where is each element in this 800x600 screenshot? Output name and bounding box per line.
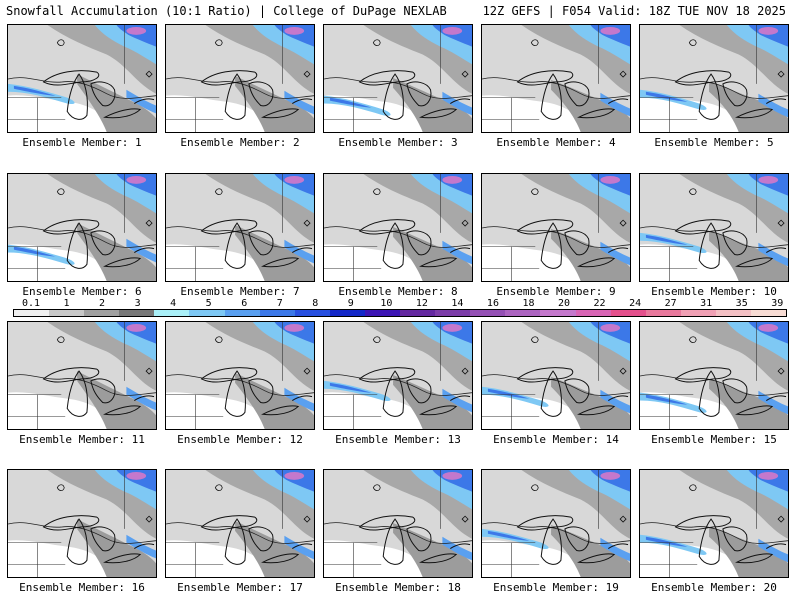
colorbar-swatch: [224, 310, 260, 316]
colorbar-swatch: [364, 310, 401, 316]
ensemble-member-map: [323, 321, 473, 430]
colorbar-tick-label: 24: [629, 298, 642, 309]
ensemble-member-map: [7, 24, 157, 133]
colorbar-tick-label: 1: [63, 298, 70, 309]
colorbar-swatch: [294, 310, 330, 316]
colorbar-swatch: [610, 310, 646, 316]
colorbar-tick-label: 6: [241, 298, 248, 309]
ensemble-member-label: Ensemble Member: 6: [22, 285, 142, 298]
ensemble-member-label: Ensemble Member: 1: [22, 136, 142, 149]
ensemble-member-map: [639, 24, 789, 133]
colorbar-tick-label: 31: [700, 298, 713, 309]
colorbar-swatch: [154, 310, 190, 316]
ensemble-member-map: [165, 173, 315, 282]
ensemble-member-label: Ensemble Member: 11: [19, 433, 145, 446]
colorbar-tick-label: 0.1: [21, 298, 41, 309]
ensemble-member-map: [165, 24, 315, 133]
ensemble-member-map: [481, 173, 631, 282]
ensemble-member-label: Ensemble Member: 9: [496, 285, 616, 298]
ensemble-member-label: Ensemble Member: 19: [493, 581, 619, 594]
ensemble-member-label: Ensemble Member: 16: [19, 581, 145, 594]
ensemble-member-map: [7, 321, 157, 430]
colorbar-swatch: [259, 310, 295, 316]
ensemble-member-map: [7, 469, 157, 578]
colorbar-tick-label: 3: [134, 298, 141, 309]
ensemble-member-label: Ensemble Member: 18: [335, 581, 461, 594]
chart-title: Snowfall Accumulation (10:1 Ratio) | Col…: [6, 4, 447, 18]
ensemble-member-map: [165, 321, 315, 430]
colorbar-tick-label: 2: [99, 298, 106, 309]
colorbar-swatch: [540, 310, 576, 316]
colorbar-swatch: [575, 310, 611, 316]
ensemble-member-label: Ensemble Member: 10: [651, 285, 777, 298]
colorbar-tick-label: 27: [664, 298, 677, 309]
ensemble-member-map: [639, 469, 789, 578]
colorbar-swatch: [119, 310, 155, 316]
ensemble-member-map: [481, 321, 631, 430]
ensemble-member-map: [7, 173, 157, 282]
colorbar-swatch: [680, 310, 716, 316]
ensemble-member-label: Ensemble Member: 15: [651, 433, 777, 446]
model-run-info: 12Z GEFS | F054 Valid: 18Z TUE NOV 18 20…: [482, 4, 786, 18]
ensemble-member-map: [481, 24, 631, 133]
ensemble-member-map: [639, 173, 789, 282]
colorbar-tick-label: 16: [486, 298, 499, 309]
ensemble-member-map: [639, 321, 789, 430]
colorbar-tick-label: 35: [735, 298, 748, 309]
colorbar-tick-label: 8: [312, 298, 319, 309]
colorbar-swatch: [750, 310, 787, 316]
ensemble-member-label: Ensemble Member: 2: [180, 136, 300, 149]
colorbar-swatch: [14, 310, 50, 316]
colorbar-swatch: [329, 310, 365, 316]
colorbar-swatch: [715, 310, 751, 316]
ensemble-member-label: Ensemble Member: 17: [177, 581, 303, 594]
colorbar-tick-label: 9: [347, 298, 354, 309]
ensemble-member-map: [165, 469, 315, 578]
colorbar-swatch: [189, 310, 225, 316]
colorbar-tick-label: 39: [771, 298, 784, 309]
colorbar-tick-label: 20: [558, 298, 571, 309]
colorbar-tick-label: 4: [170, 298, 177, 309]
colorbar-swatch: [400, 310, 436, 316]
ensemble-member-label: Ensemble Member: 20: [651, 581, 777, 594]
colorbar-swatch: [435, 310, 471, 316]
ensemble-member-label: Ensemble Member: 8: [338, 285, 458, 298]
colorbar-swatch: [49, 310, 85, 316]
ensemble-member-map: [323, 469, 473, 578]
snowfall-colorbar: [13, 309, 787, 317]
colorbar-tick-label: 7: [276, 298, 283, 309]
colorbar-tick-label: 14: [451, 298, 464, 309]
ensemble-member-label: Ensemble Member: 14: [493, 433, 619, 446]
ensemble-member-label: Ensemble Member: 12: [177, 433, 303, 446]
colorbar-swatch: [645, 310, 681, 316]
colorbar-swatch: [505, 310, 541, 316]
ensemble-member-map: [323, 24, 473, 133]
ensemble-member-label: Ensemble Member: 7: [180, 285, 300, 298]
colorbar-tick-label: 12: [415, 298, 428, 309]
ensemble-member-label: Ensemble Member: 4: [496, 136, 616, 149]
ensemble-member-label: Ensemble Member: 5: [654, 136, 774, 149]
ensemble-member-map: [481, 469, 631, 578]
colorbar-tick-label: 5: [205, 298, 212, 309]
colorbar-swatch: [470, 310, 506, 316]
colorbar-tick-label: 22: [593, 298, 606, 309]
colorbar-swatch: [84, 310, 120, 316]
colorbar-tick-label: 18: [522, 298, 535, 309]
ensemble-member-label: Ensemble Member: 13: [335, 433, 461, 446]
ensemble-member-label: Ensemble Member: 3: [338, 136, 458, 149]
colorbar-tick-label: 10: [380, 298, 393, 309]
ensemble-member-map: [323, 173, 473, 282]
